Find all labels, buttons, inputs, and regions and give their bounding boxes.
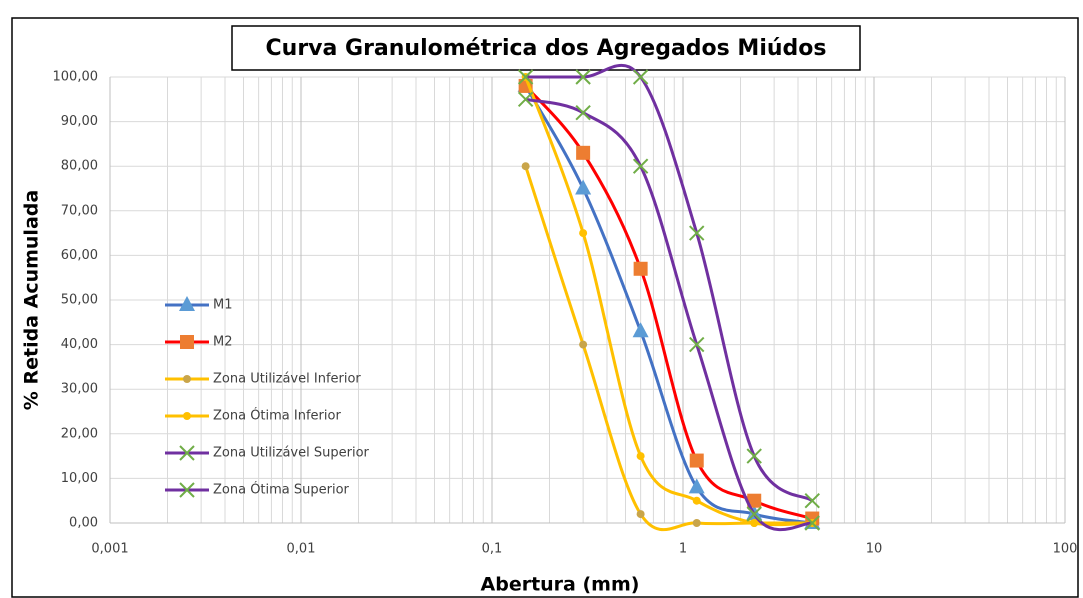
x-axis-title: Abertura (mm) <box>481 574 640 596</box>
marker <box>689 453 704 468</box>
legend-label: Zona Utilizável Superior <box>213 446 370 461</box>
legend-label: Zona Ótima Superior <box>213 482 350 498</box>
marker <box>521 162 530 171</box>
legend-label: M2 <box>213 335 233 350</box>
y-tick-label: 0,00 <box>69 516 98 531</box>
marker <box>692 519 701 527</box>
marker <box>183 412 191 420</box>
marker <box>746 506 762 522</box>
marker <box>575 104 591 121</box>
marker <box>180 335 194 349</box>
legend-label: Zona Ótima Inferior <box>213 408 341 424</box>
series <box>518 78 820 526</box>
marker <box>579 340 588 349</box>
chart-title: Curva Granulométrica dos Agregados Miúdo… <box>266 36 827 61</box>
marker <box>746 448 762 464</box>
y-tick-label: 100,00 <box>53 70 99 85</box>
marker <box>576 145 591 160</box>
y-tick-label: 70,00 <box>61 203 98 218</box>
marker <box>804 515 820 531</box>
marker <box>747 493 762 508</box>
marker <box>179 445 195 461</box>
marker <box>692 496 701 505</box>
legend-label: Zona Utilizável Inferior <box>213 372 361 387</box>
y-tick-label: 10,00 <box>61 471 98 486</box>
y-tick-label: 60,00 <box>61 248 98 263</box>
marker <box>750 519 759 527</box>
marker <box>579 229 588 238</box>
marker <box>575 69 591 85</box>
y-tick-label: 50,00 <box>61 293 98 308</box>
y-axis-title: % Retida Acumulada <box>21 190 43 410</box>
marker <box>633 261 648 276</box>
marker <box>636 452 645 461</box>
x-tick-label: 100 <box>1053 542 1078 557</box>
x-tick-label: 1 <box>679 542 687 557</box>
y-tick-label: 20,00 <box>61 426 98 441</box>
marker <box>179 482 195 498</box>
marker <box>689 336 705 353</box>
x-tick-label: 0,1 <box>482 542 503 557</box>
legend-label: M1 <box>213 298 233 313</box>
y-tick-label: 40,00 <box>61 337 98 352</box>
marker <box>632 158 649 174</box>
title-box <box>231 25 861 71</box>
marker <box>632 322 649 338</box>
y-tick-label: 80,00 <box>61 159 98 174</box>
marker <box>689 225 705 241</box>
marker <box>632 69 649 85</box>
marker <box>636 510 645 519</box>
marker <box>517 69 534 85</box>
series <box>517 91 820 532</box>
marker <box>517 91 534 108</box>
x-tick-label: 0,001 <box>91 542 128 557</box>
marker <box>688 478 705 494</box>
x-tick-label: 0,01 <box>287 542 316 557</box>
marker <box>183 375 191 383</box>
marker <box>575 179 592 195</box>
marker <box>804 492 820 509</box>
marker <box>179 296 195 311</box>
y-tick-label: 30,00 <box>61 382 98 397</box>
series <box>517 64 820 509</box>
x-tick-label: 10 <box>866 542 883 557</box>
y-tick-label: 90,00 <box>61 114 98 129</box>
